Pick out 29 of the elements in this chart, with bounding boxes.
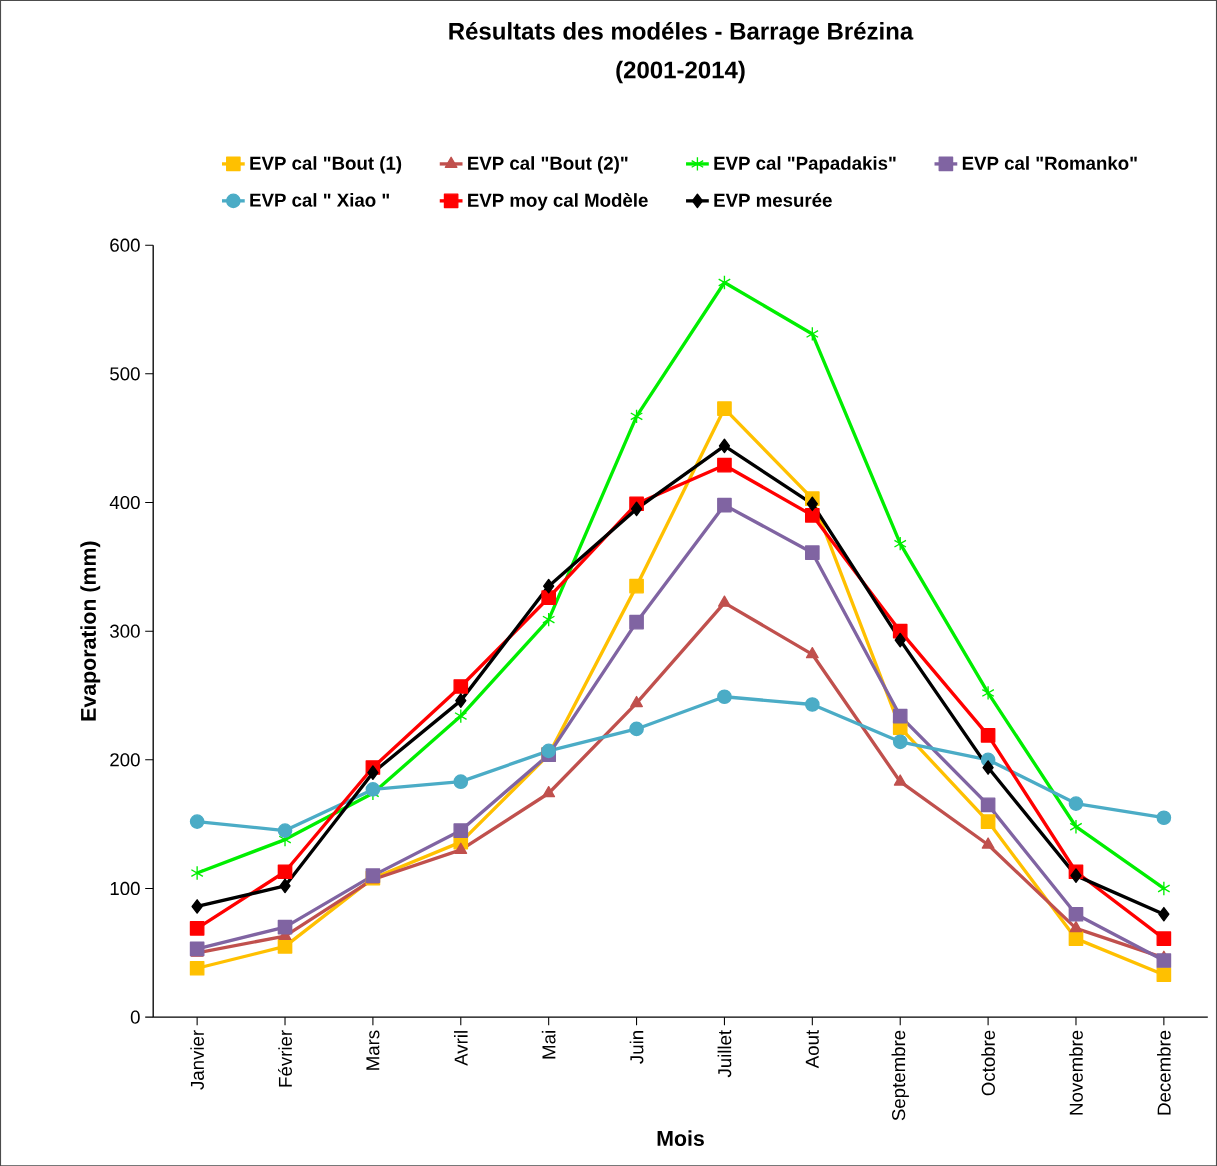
legend-label: EVP cal " Xiao ": [250, 192, 389, 207]
x-tick-label: Janvier: [190, 1030, 204, 1090]
x-tick-label: Octobre: [981, 1030, 995, 1096]
x-axis-title: Mois: [657, 1130, 704, 1146]
y-tick-label: 0: [130, 1010, 140, 1024]
x-tick-label: Avril: [454, 1030, 468, 1066]
x-tick-label: Mars: [366, 1030, 380, 1070]
legend-label: EVP moy cal Modèle: [468, 192, 648, 211]
y-axis-title: Evaporation (mm): [80, 541, 101, 721]
x-tick-label: Septembre: [891, 1030, 909, 1121]
x-tick-label: Novembre: [1069, 1030, 1083, 1115]
x-tick-label: Aout: [805, 1029, 819, 1069]
legend-label: EVP cal "Romanko": [962, 156, 1137, 170]
legend-label: EVP cal "Bout (1): [250, 156, 402, 174]
legend-label: EVP cal "Papadakis": [714, 156, 896, 174]
x-tick-label: Février: [278, 1030, 292, 1087]
legend-label: EVP cal "Bout (2)": [468, 156, 628, 174]
y-tick-label: 500: [110, 367, 140, 381]
legend-label: EVP mesurée: [714, 192, 832, 207]
x-tick-label: Decembre: [1157, 1030, 1171, 1115]
y-tick-label: 300: [110, 624, 140, 638]
y-tick-label: 100: [110, 881, 140, 895]
x-tick-label: Mai: [541, 1030, 556, 1059]
x-tick-label: Juillet: [717, 1029, 732, 1078]
x-tick-label: Juin: [629, 1030, 644, 1064]
y-tick-label: 400: [109, 495, 140, 509]
chart-title: Résultats des modéles - Barrage Brézina (2001-2014): [449, 21, 914, 83]
y-tick-label: 200: [110, 753, 140, 767]
y-tick-label: 600: [110, 238, 140, 252]
